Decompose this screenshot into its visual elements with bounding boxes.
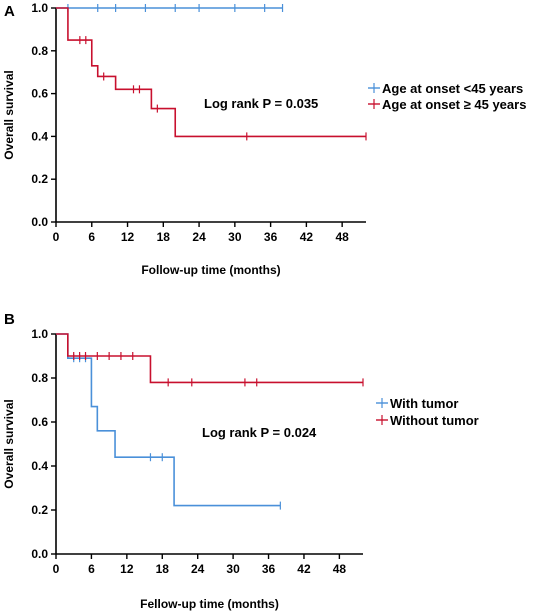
log-rank-annotation: Log rank P = 0.024 [202, 425, 317, 440]
x-tick-label: 18 [156, 562, 170, 576]
series-line-1 [56, 7, 366, 138]
x-axis-title: Fellow-up time (months) [140, 597, 279, 611]
x-tick-label: 36 [264, 230, 278, 244]
panel-label: B [4, 311, 15, 328]
legend-label: Age at onset <45 years [382, 81, 523, 96]
x-tick-label: 12 [121, 230, 135, 244]
x-tick-label: 42 [297, 562, 311, 576]
chart-panel-a: A 0.0 0.2 0.4 0.6 0.8 1.0 0 6 12 18 24 30 36 42 48 Follo… [2, 1, 526, 277]
x-tick-label: 36 [262, 562, 276, 576]
x-tick-label: 24 [191, 562, 205, 576]
panel-label: A [4, 3, 15, 20]
y-tick-label: 0.8 [31, 371, 48, 385]
legend-label: Without tumor [390, 413, 479, 428]
chart-panel-b: B 0.0 0.2 0.4 0.6 0.8 1.0 0 6 12 18 24 30 36 42 48 Fello… [2, 311, 479, 611]
y-tick-label: 0.0 [31, 215, 48, 229]
x-tick-label: 0 [53, 230, 60, 244]
y-tick-label: 0.6 [31, 87, 48, 101]
y-tick-label: 0.4 [31, 459, 48, 473]
x-tick-label: 6 [88, 562, 95, 576]
y-tick-label: 0.2 [31, 503, 48, 517]
y-tick-label: 0.8 [31, 44, 48, 58]
y-tick-label: 1.0 [31, 327, 48, 341]
x-tick-label: 24 [192, 230, 206, 244]
y-axis-title: Overall survival [2, 399, 16, 488]
y-tick-label: 1.0 [31, 1, 48, 15]
x-tick-label: 6 [88, 230, 95, 244]
x-tick-label: 42 [300, 230, 314, 244]
y-axis-title: Overall survival [2, 70, 16, 159]
x-tick-label: 0 [53, 562, 60, 576]
y-tick-label: 0.6 [31, 415, 48, 429]
series-line-1 [56, 333, 363, 384]
x-tick-label: 30 [226, 562, 240, 576]
y-tick-label: 0.0 [31, 547, 48, 561]
x-tick-label: 48 [335, 230, 349, 244]
series-line-0 [56, 333, 281, 507]
log-rank-annotation: Log rank P = 0.035 [204, 96, 318, 111]
x-tick-label: 30 [228, 230, 242, 244]
x-tick-label: 12 [120, 562, 134, 576]
legend-label: With tumor [390, 396, 458, 411]
y-tick-label: 0.2 [31, 172, 48, 186]
x-tick-label: 18 [157, 230, 171, 244]
x-tick-label: 48 [333, 562, 347, 576]
x-axis-title: Follow-up time (months) [141, 263, 280, 277]
y-tick-label: 0.4 [31, 129, 48, 143]
legend-label: Age at onset ≥ 45 years [382, 97, 526, 112]
